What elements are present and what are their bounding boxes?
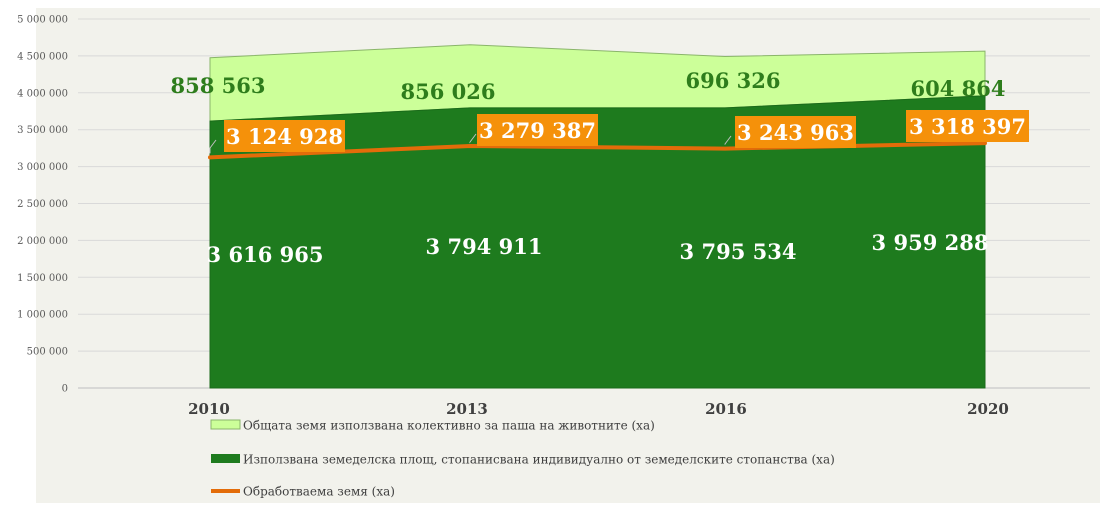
data-label-box — [224, 120, 345, 152]
y-tick-label: 3 000 000 — [17, 162, 68, 173]
x-tick-label: 2020 — [967, 400, 1009, 418]
areas — [209, 44, 986, 389]
x-tick-label: 2010 — [188, 400, 230, 418]
data-label-individual: 3 616 965 — [207, 242, 324, 267]
data-label-pasture: 604 864 — [911, 76, 1006, 101]
label-leader-line — [724, 135, 732, 145]
y-tick-label: 4 500 000 — [17, 51, 68, 62]
legend-swatch — [211, 454, 240, 463]
data-label-arable: 3 318 397 — [909, 114, 1026, 139]
x-axis: 2010 2013 2016 2020 — [188, 400, 1009, 418]
data-label-pasture: 858 563 — [171, 73, 266, 98]
area-individual-holdings — [209, 95, 986, 389]
legend-entry: Използвана земеделска площ, стопанисвана… — [243, 453, 835, 467]
data-label-arable: 3 279 387 — [479, 118, 596, 143]
legend-entry: Общата земя използвана колективно за паш… — [243, 419, 655, 433]
x-tick-label: 2013 — [446, 400, 488, 418]
data-label-arable: 3 243 963 — [737, 120, 854, 145]
line-point — [208, 155, 212, 159]
y-tick-label: 3 500 000 — [17, 125, 68, 136]
data-label-individual: 3 795 534 — [680, 239, 797, 264]
data-label-individual: 3 794 911 — [426, 234, 543, 259]
y-tick-label: 1 000 000 — [17, 310, 68, 321]
line-point — [468, 144, 472, 148]
line-point — [983, 141, 987, 145]
y-tick-label: 2 500 000 — [17, 199, 68, 210]
y-tick-label: 2 000 000 — [17, 236, 68, 247]
data-label-pasture: 856 026 — [401, 79, 496, 104]
data-label-individual: 3 959 288 — [872, 230, 989, 255]
y-tick-label: 5 000 000 — [17, 15, 68, 26]
label-leader-line — [469, 133, 477, 144]
data-label-arable: 3 124 928 — [226, 124, 343, 149]
line-point — [723, 147, 727, 151]
label-leader-line — [209, 139, 217, 154]
data-label-box — [477, 114, 598, 146]
y-tick-label: 1 500 000 — [17, 273, 68, 284]
legend-swatch — [210, 419, 241, 430]
y-tick-label: 500 000 — [27, 347, 68, 358]
y-axis: 0 500 000 1 000 000 1 500 000 2 000 000 2 500… — [17, 15, 68, 395]
y-tick-label: 0 — [62, 384, 68, 395]
data-labels: 858 563 856 026 696 326 604 864 3 616 965 3 7… — [171, 68, 1029, 267]
data-label-pasture: 696 326 — [686, 68, 781, 93]
y-tick-label: 4 000 000 — [17, 88, 68, 99]
legend-entry: Обработваема земя (ха) — [243, 485, 395, 499]
data-label-box — [906, 110, 1029, 142]
legend: Общата земя използвана колективно за паш… — [210, 419, 835, 499]
data-label-box — [735, 116, 856, 148]
x-tick-label: 2016 — [705, 400, 747, 418]
